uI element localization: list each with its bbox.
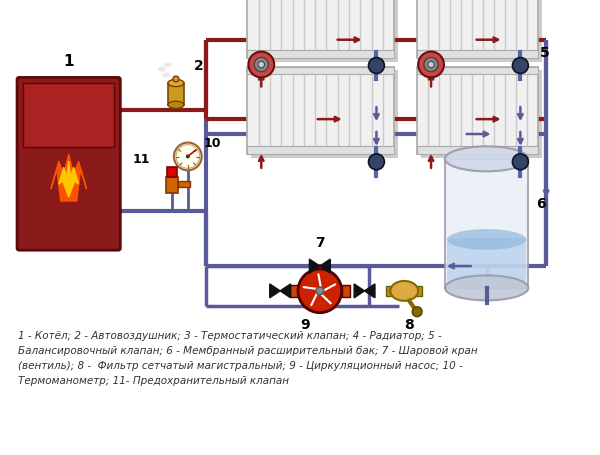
Bar [445,159,529,288]
Ellipse shape [391,281,418,301]
Circle shape [254,57,268,71]
Bar [421,71,542,158]
Polygon shape [51,154,86,201]
Bar [23,83,115,147]
FancyBboxPatch shape [17,77,121,250]
Bar [421,0,542,61]
Polygon shape [59,162,79,197]
Polygon shape [280,284,290,298]
Text: 9: 9 [300,318,310,332]
Bar [417,66,538,154]
Bar [417,146,538,154]
Polygon shape [320,259,330,273]
Ellipse shape [162,72,170,77]
Bar [247,146,394,154]
Text: 2: 2 [194,59,203,73]
Circle shape [174,142,202,170]
Text: 7: 7 [315,236,325,250]
Polygon shape [310,259,320,273]
Bar [251,71,398,158]
Circle shape [248,51,274,77]
Circle shape [176,145,200,168]
Circle shape [428,61,434,68]
Bar [168,83,184,105]
Bar [247,50,394,58]
Bar [247,66,394,154]
Bar [166,177,178,193]
Polygon shape [365,284,375,298]
Ellipse shape [158,66,166,71]
Circle shape [186,154,190,158]
Circle shape [418,51,444,77]
Bar [417,50,538,58]
Bar [290,285,298,297]
Circle shape [512,58,529,73]
Bar [417,0,538,58]
Polygon shape [270,284,280,298]
Bar [251,0,398,61]
Text: 6: 6 [536,197,546,211]
Circle shape [368,154,385,170]
Bar [414,286,422,296]
Circle shape [412,307,422,317]
Bar [247,0,394,58]
Bar [417,66,538,75]
Bar [341,285,350,297]
Ellipse shape [445,275,529,300]
Ellipse shape [168,80,184,86]
Ellipse shape [445,147,529,172]
Text: 8: 8 [404,318,414,332]
Circle shape [173,76,179,82]
Ellipse shape [447,229,526,250]
Text: 5: 5 [540,46,550,60]
Circle shape [424,57,438,71]
Ellipse shape [164,63,172,68]
Bar [247,66,394,75]
Text: 1 - Котёл; 2 - Автовоздушник; 3 - Термостатический клапан; 4 - Радиатор; 5 -
Бал: 1 - Котёл; 2 - Автовоздушник; 3 - Термос… [18,331,478,386]
Bar [178,181,190,187]
Text: 11: 11 [133,153,150,167]
Ellipse shape [168,101,184,108]
Text: 10: 10 [204,136,221,150]
Bar [167,167,177,177]
Circle shape [298,269,341,313]
Circle shape [258,61,265,68]
Circle shape [512,154,529,170]
Text: 1: 1 [64,55,74,70]
Circle shape [368,58,385,73]
Circle shape [316,287,324,295]
Bar [447,238,526,286]
Polygon shape [354,284,365,298]
Bar [386,286,394,296]
